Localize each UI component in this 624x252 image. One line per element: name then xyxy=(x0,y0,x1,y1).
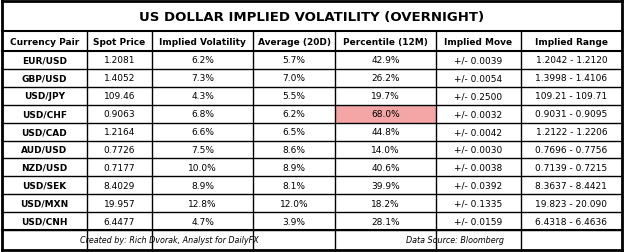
Text: +/- 0.0030: +/- 0.0030 xyxy=(454,145,502,154)
Text: USD/CAD: USD/CAD xyxy=(22,128,67,137)
Text: 6.4318 - 6.4636: 6.4318 - 6.4636 xyxy=(535,217,607,226)
Text: 14.0%: 14.0% xyxy=(371,145,400,154)
Text: 1.2122 - 1.2206: 1.2122 - 1.2206 xyxy=(535,128,607,137)
Text: 1.2081: 1.2081 xyxy=(104,56,135,65)
Text: 109.21 - 109.71: 109.21 - 109.71 xyxy=(535,92,608,101)
Text: USD/MXN: USD/MXN xyxy=(21,199,69,208)
Text: 6.2%: 6.2% xyxy=(283,110,306,119)
Bar xyxy=(335,105,436,123)
Text: 40.6%: 40.6% xyxy=(371,163,400,172)
Text: Implied Move: Implied Move xyxy=(444,37,512,46)
Text: 1.3998 - 1.4106: 1.3998 - 1.4106 xyxy=(535,74,608,83)
Text: +/- 0.0038: +/- 0.0038 xyxy=(454,163,502,172)
Text: USD/CHF: USD/CHF xyxy=(22,110,67,119)
Text: 19.7%: 19.7% xyxy=(371,92,400,101)
Bar xyxy=(2,87,622,105)
Text: Percentile (12M): Percentile (12M) xyxy=(343,37,428,46)
Bar xyxy=(2,32,622,52)
Text: 68.0%: 68.0% xyxy=(371,110,400,119)
Text: 39.9%: 39.9% xyxy=(371,181,400,190)
Text: Spot Price: Spot Price xyxy=(94,37,145,46)
Text: +/- 0.0039: +/- 0.0039 xyxy=(454,56,502,65)
Text: 8.3637 - 8.4421: 8.3637 - 8.4421 xyxy=(535,181,607,190)
Text: 18.2%: 18.2% xyxy=(371,199,400,208)
Text: 8.9%: 8.9% xyxy=(191,181,214,190)
Text: 3.9%: 3.9% xyxy=(283,217,306,226)
Text: 12.8%: 12.8% xyxy=(188,199,217,208)
Text: USD/CNH: USD/CNH xyxy=(21,217,67,226)
Text: 5.5%: 5.5% xyxy=(283,92,306,101)
Text: Average (20D): Average (20D) xyxy=(258,37,331,46)
Text: 0.7726: 0.7726 xyxy=(104,145,135,154)
Text: 6.2%: 6.2% xyxy=(191,56,214,65)
Text: Currency Pair: Currency Pair xyxy=(10,37,79,46)
Text: 12.0%: 12.0% xyxy=(280,199,308,208)
Text: 0.7696 - 0.7756: 0.7696 - 0.7756 xyxy=(535,145,608,154)
Text: +/- 0.1335: +/- 0.1335 xyxy=(454,199,502,208)
Text: +/- 0.2500: +/- 0.2500 xyxy=(454,92,502,101)
Bar xyxy=(2,2,622,32)
Text: 28.1%: 28.1% xyxy=(371,217,400,226)
Text: 19.823 - 20.090: 19.823 - 20.090 xyxy=(535,199,607,208)
Text: 6.6%: 6.6% xyxy=(191,128,214,137)
Text: +/- 0.0159: +/- 0.0159 xyxy=(454,217,502,226)
Text: GBP/USD: GBP/USD xyxy=(22,74,67,83)
Text: 1.2042 - 1.2120: 1.2042 - 1.2120 xyxy=(535,56,607,65)
Text: 6.4477: 6.4477 xyxy=(104,217,135,226)
Text: 4.7%: 4.7% xyxy=(191,217,214,226)
Bar xyxy=(2,212,622,230)
Text: 7.3%: 7.3% xyxy=(191,74,214,83)
Text: 26.2%: 26.2% xyxy=(371,74,399,83)
Text: EUR/USD: EUR/USD xyxy=(22,56,67,65)
Bar xyxy=(2,141,622,159)
Text: 44.8%: 44.8% xyxy=(371,128,399,137)
Text: 1.4052: 1.4052 xyxy=(104,74,135,83)
Text: Implied Range: Implied Range xyxy=(535,37,608,46)
Text: Implied Volatility: Implied Volatility xyxy=(159,37,246,46)
Text: Data Source: Bloomberg: Data Source: Bloomberg xyxy=(406,236,504,244)
Text: +/- 0.0392: +/- 0.0392 xyxy=(454,181,502,190)
Text: 8.6%: 8.6% xyxy=(283,145,306,154)
Text: +/- 0.0042: +/- 0.0042 xyxy=(454,128,502,137)
Text: 0.7139 - 0.7215: 0.7139 - 0.7215 xyxy=(535,163,608,172)
Bar xyxy=(2,70,622,87)
Bar xyxy=(2,195,622,212)
Text: +/- 0.0032: +/- 0.0032 xyxy=(454,110,502,119)
Text: 42.9%: 42.9% xyxy=(371,56,399,65)
Text: USD/SEK: USD/SEK xyxy=(22,181,67,190)
Text: 6.5%: 6.5% xyxy=(283,128,306,137)
Text: NZD/USD: NZD/USD xyxy=(21,163,67,172)
Bar xyxy=(2,105,622,123)
Text: US DOLLAR IMPLIED VOLATILITY (OVERNIGHT): US DOLLAR IMPLIED VOLATILITY (OVERNIGHT) xyxy=(139,11,485,23)
Bar xyxy=(2,159,622,177)
Text: 7.0%: 7.0% xyxy=(283,74,306,83)
Text: 109.46: 109.46 xyxy=(104,92,135,101)
Text: +/- 0.0054: +/- 0.0054 xyxy=(454,74,502,83)
Text: 6.8%: 6.8% xyxy=(191,110,214,119)
Text: 10.0%: 10.0% xyxy=(188,163,217,172)
Text: 4.3%: 4.3% xyxy=(191,92,214,101)
Text: 0.9063: 0.9063 xyxy=(104,110,135,119)
Bar xyxy=(2,177,622,195)
Bar xyxy=(2,52,622,70)
Text: 0.7177: 0.7177 xyxy=(104,163,135,172)
Text: Created by: Rich Dvorak, Analyst for DailyFX: Created by: Rich Dvorak, Analyst for Dai… xyxy=(80,236,259,244)
Bar xyxy=(2,123,622,141)
Text: USD/JPY: USD/JPY xyxy=(24,92,65,101)
Text: 8.4029: 8.4029 xyxy=(104,181,135,190)
Text: 0.9031 - 0.9095: 0.9031 - 0.9095 xyxy=(535,110,608,119)
Text: 8.9%: 8.9% xyxy=(283,163,306,172)
Text: AUD/USD: AUD/USD xyxy=(21,145,67,154)
Text: 8.1%: 8.1% xyxy=(283,181,306,190)
Bar xyxy=(2,230,622,250)
Text: 19.957: 19.957 xyxy=(104,199,135,208)
Text: 1.2164: 1.2164 xyxy=(104,128,135,137)
Text: 5.7%: 5.7% xyxy=(283,56,306,65)
Text: 7.5%: 7.5% xyxy=(191,145,214,154)
